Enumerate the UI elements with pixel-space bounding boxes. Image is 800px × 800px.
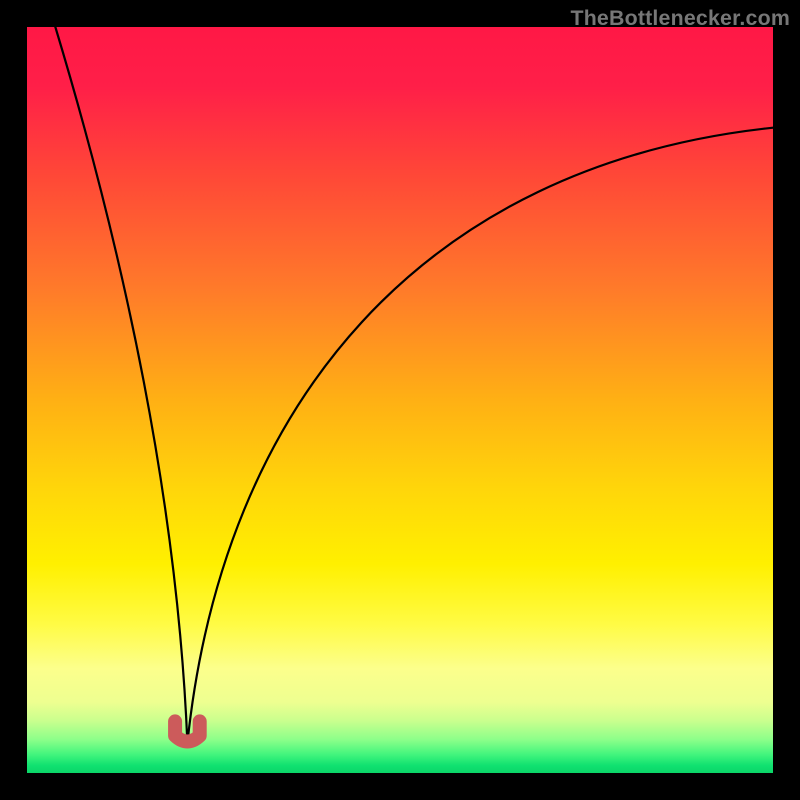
watermark-text: TheBottlenecker.com	[570, 6, 790, 31]
chart-svg	[0, 0, 800, 800]
stage: TheBottlenecker.com	[0, 0, 800, 800]
plot-area	[27, 27, 773, 773]
